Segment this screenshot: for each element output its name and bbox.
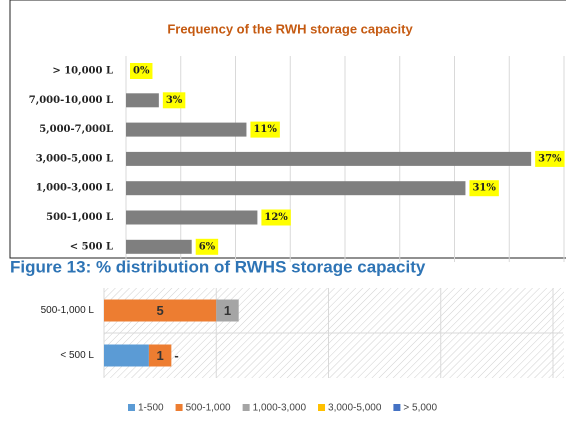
data-label: 0% xyxy=(133,66,150,77)
chart-title: Frequency of the RWH storage capacity xyxy=(167,21,413,36)
data-label-bg xyxy=(469,180,499,197)
legend-label: 3,000-5,000 xyxy=(328,403,382,414)
category-label: 7,000-10,000 L xyxy=(29,95,113,106)
legend-label: 500-1,000 xyxy=(186,403,231,414)
data-label: 1 xyxy=(157,348,164,363)
legend-label: > 5,000 xyxy=(403,403,437,414)
bar xyxy=(126,210,258,225)
bar xyxy=(126,122,247,137)
data-label: 5 xyxy=(157,303,164,318)
bar xyxy=(126,181,466,196)
category-label: 500-1,000 L xyxy=(41,305,95,316)
bar-segment xyxy=(104,344,149,367)
legend-swatch xyxy=(128,404,135,411)
bar xyxy=(126,151,532,166)
data-label: 31% xyxy=(472,183,496,194)
data-label-bg xyxy=(162,92,186,109)
category-label: 5,000-7,000L xyxy=(39,124,113,135)
legend-swatch xyxy=(318,404,326,411)
category-label: < 500 L xyxy=(70,241,113,252)
data-label-bg xyxy=(535,150,565,167)
data-label-bg xyxy=(195,238,219,255)
bar xyxy=(126,239,192,254)
bar-segment xyxy=(216,299,239,322)
data-label-bg xyxy=(261,209,291,226)
legend-label: 1-500 xyxy=(138,403,164,414)
category-label: < 500 L xyxy=(60,350,94,361)
legend-swatch xyxy=(175,404,183,411)
category-label: 500-1,000 L xyxy=(46,212,113,223)
category-label: > 10,000 L xyxy=(52,66,113,77)
legend-swatch xyxy=(242,404,250,411)
bar xyxy=(126,93,159,108)
category-label: 1,000-3,000 L xyxy=(36,183,113,194)
legend-swatch xyxy=(393,404,401,411)
data-label: 3% xyxy=(166,95,183,106)
category-label: 3,000-5,000 L xyxy=(36,153,113,164)
data-label: 11% xyxy=(253,124,277,135)
data-label-bg xyxy=(130,63,153,79)
bar-segment xyxy=(148,344,172,367)
data-label: 12% xyxy=(264,212,288,223)
data-label: 1 xyxy=(224,303,231,318)
data-label: 6% xyxy=(199,241,216,252)
bar-segment xyxy=(104,299,217,322)
legend-label: 1,000-3,000 xyxy=(253,403,307,414)
data-label-bg xyxy=(250,121,280,138)
figure-caption: Figure 13: % distribution of RWHS storag… xyxy=(10,257,426,276)
data-label: 37% xyxy=(538,153,562,164)
data-label: - xyxy=(174,348,178,363)
